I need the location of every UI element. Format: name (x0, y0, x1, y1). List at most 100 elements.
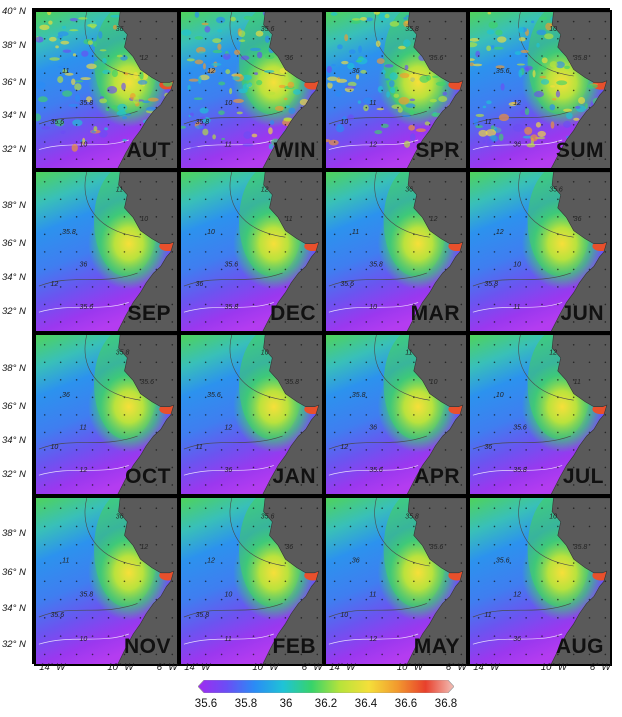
station-dot (381, 141, 383, 143)
station-dot (204, 343, 207, 346)
salinity-blotch (526, 143, 536, 148)
map-panel-jun: 35.8 10 11 12 36 35.6 JUN (468, 170, 612, 333)
station-dot (397, 251, 399, 253)
station-dot (59, 562, 62, 564)
salinity-blotch (61, 25, 67, 29)
salinity-blotch (98, 31, 103, 39)
contour-label: 36 (80, 262, 88, 269)
station-dot (316, 484, 319, 486)
station-dot (59, 343, 62, 346)
station-dot (477, 158, 480, 160)
longitude-label: 14° W (329, 662, 356, 673)
salinity-blotch (538, 16, 548, 20)
station-dot (541, 72, 543, 74)
station-dot (349, 268, 352, 271)
station-dot (316, 303, 319, 306)
salinity-blotch (186, 58, 195, 62)
land-mass (117, 498, 177, 664)
station-dot (525, 525, 527, 528)
station-dot (75, 38, 78, 40)
station-dot (284, 653, 287, 656)
station-dot (541, 598, 543, 601)
station-dot (284, 55, 287, 57)
station-dot (477, 55, 480, 57)
station-dot (204, 414, 207, 416)
station-dot (333, 124, 336, 126)
station-dot (365, 484, 368, 486)
station-dot (460, 20, 463, 23)
station-dot (268, 20, 271, 23)
station-dot (588, 343, 591, 346)
station-dot (59, 580, 62, 583)
station-dot (268, 580, 271, 583)
station-dot (123, 55, 126, 57)
salinity-blotch (283, 117, 293, 122)
station-dot (333, 396, 336, 399)
station-dot (155, 449, 158, 451)
station-dot (316, 449, 319, 451)
station-dot (604, 617, 607, 619)
station-dot (123, 562, 126, 564)
station-dot (477, 361, 480, 364)
salinity-blotch (142, 100, 150, 104)
contour-label: 36 (352, 68, 360, 75)
station-dot (300, 38, 303, 40)
station-dot (381, 124, 383, 126)
contour-label: 12 (340, 444, 348, 451)
station-dot (509, 617, 512, 619)
station-dot (316, 268, 319, 271)
station-dot (349, 106, 352, 109)
station-dot (284, 396, 287, 399)
station-dot (428, 303, 431, 306)
station-dot (493, 38, 496, 40)
station-dot (557, 598, 559, 601)
station-dot (381, 268, 383, 271)
station-dot (541, 525, 543, 528)
station-dot (413, 124, 415, 126)
station-dot (413, 396, 415, 399)
station-dot (460, 55, 463, 57)
station-dot (557, 124, 559, 126)
station-dot (300, 216, 303, 218)
station-dot (381, 635, 383, 637)
panel-label: JUN (560, 302, 604, 325)
salinity-blotch (250, 47, 261, 52)
contour-label: 35.6 (496, 68, 510, 75)
station-dot (525, 233, 527, 236)
station-dot (155, 141, 158, 143)
station-dot (413, 484, 415, 486)
station-dot (123, 449, 126, 451)
contour-label: 35.8 (62, 229, 76, 236)
station-dot (139, 343, 142, 346)
station-dot (572, 198, 575, 201)
station-dot (397, 543, 399, 546)
station-dot (604, 251, 607, 253)
station-dot (284, 507, 287, 509)
station-dot (444, 198, 447, 201)
station-dot (204, 466, 207, 469)
salinity-blotch (442, 91, 448, 96)
station-dot (220, 124, 223, 126)
longitude-label: 10° W (107, 662, 134, 673)
station-dot (397, 396, 399, 399)
station-dot (268, 635, 271, 637)
station-dot (139, 361, 142, 364)
station-dot (413, 507, 415, 509)
salinity-blotch (522, 135, 533, 139)
station-dot (444, 466, 447, 469)
station-dot (123, 396, 126, 399)
contour-label: 10 (207, 229, 215, 236)
station-dot (220, 343, 223, 346)
station-dot (220, 268, 223, 271)
station-dot (333, 598, 336, 601)
station-dot (572, 180, 575, 183)
salinity-blotch (564, 65, 570, 70)
station-dot (236, 233, 239, 236)
station-dot (284, 617, 287, 619)
station-dot (381, 361, 383, 364)
station-dot (588, 72, 591, 74)
station-dot (252, 361, 255, 364)
station-dot (541, 562, 543, 564)
contour-label: 10 (340, 119, 348, 126)
contour-label: 12 (369, 141, 377, 148)
